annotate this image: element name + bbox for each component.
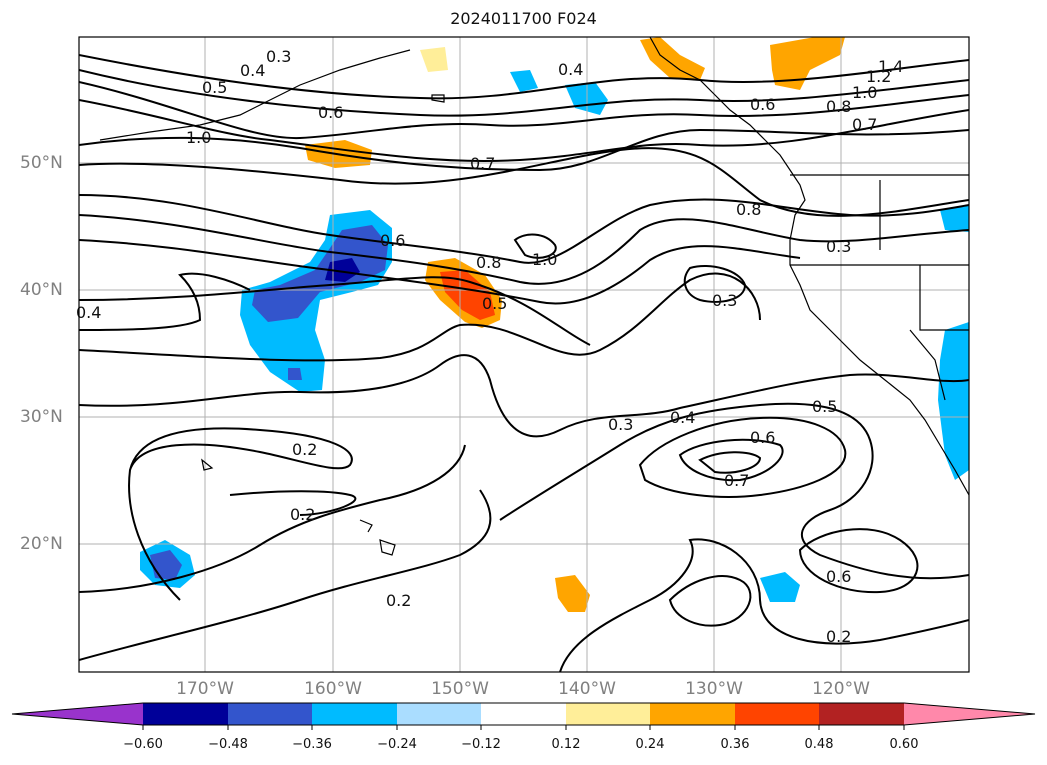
colorbar-tick-label: −0.48	[208, 737, 248, 752]
contour-label: 0.2	[826, 627, 851, 646]
contour-lines	[79, 54, 969, 672]
contour-label: 0.7	[470, 154, 495, 173]
contour-label: 0.6	[750, 428, 775, 447]
contour-label: 0.2	[292, 440, 317, 459]
contour-label: 0.6	[318, 103, 343, 122]
contour-label: 0.8	[826, 97, 851, 116]
map-frame	[78, 36, 970, 673]
contour-label: 1.4	[878, 57, 903, 76]
colorbar-tick-label: 0.12	[551, 737, 581, 752]
contour-label: 0.8	[476, 253, 501, 272]
contour-label: 0.3	[266, 47, 291, 66]
colorbar-bin	[397, 703, 481, 725]
contour-label: 1.0	[852, 83, 877, 102]
colorbar-under-extension	[12, 703, 143, 725]
colorbar	[11, 702, 1036, 730]
contour-label: 0.2	[290, 505, 315, 524]
lat-label-20n: 20°N	[20, 534, 63, 554]
colorbar-bin	[312, 703, 397, 725]
lon-label-120w: 120°W	[812, 679, 870, 699]
contour-label: 0.5	[202, 78, 227, 97]
contour-label: 0.8	[736, 200, 761, 219]
contour-label: 0.5	[482, 294, 507, 313]
contour-label: 1.0	[532, 250, 557, 269]
lat-label-50n: 50°N	[20, 153, 63, 173]
map-title: 2024011700 F024	[450, 9, 597, 28]
colorbar-bin	[819, 703, 904, 725]
contour-label: 0.4	[670, 408, 695, 427]
colorbar-over-extension	[904, 703, 1035, 725]
colorbar-tick-label: 0.36	[720, 737, 750, 752]
colorbar-tick-label: 0.24	[635, 737, 665, 752]
lat-label-40n: 40°N	[20, 280, 63, 300]
contour-label: 0.3	[608, 415, 633, 434]
contour-label: 0.3	[826, 237, 851, 256]
lon-label-140w: 140°W	[558, 679, 616, 699]
contour-label: 0.4	[558, 60, 583, 79]
contour-label: 0.3	[712, 291, 737, 310]
colorbar-tick-label: −0.36	[292, 737, 332, 752]
lon-label-130w: 130°W	[685, 679, 743, 699]
lon-label-160w: 160°W	[304, 679, 362, 699]
contour-label: 0.5	[812, 397, 837, 416]
colorbar-bin	[143, 703, 228, 725]
colorbar-bin	[566, 703, 650, 725]
contour-label: 0.6	[826, 567, 851, 586]
contour-label: 0.4	[240, 61, 265, 80]
colorbar-tick-label: −0.60	[123, 737, 163, 752]
contour-label: 0.6	[380, 231, 405, 250]
coastlines	[99, 37, 969, 556]
contour-label: 0.7	[852, 115, 877, 134]
colorbar-bin	[735, 703, 819, 725]
colorbar-tick-label: −0.12	[461, 737, 501, 752]
contour-label: 1.0	[186, 128, 211, 147]
colorbar-bin	[650, 703, 735, 725]
colorbar-bin	[228, 703, 312, 725]
colorbar-bin	[481, 703, 566, 725]
contour-label: 0.2	[386, 591, 411, 610]
contour-label: 0.7	[724, 471, 749, 490]
colorbar-tick-label: 0.60	[889, 737, 919, 752]
contour-label: 1.2	[866, 67, 891, 86]
lon-label-170w: 170°W	[176, 679, 234, 699]
lat-label-30n: 30°N	[20, 407, 63, 427]
contour-label: 0.4	[76, 303, 101, 322]
lon-label-150w: 150°W	[431, 679, 489, 699]
colorbar-tick-label: −0.24	[377, 737, 417, 752]
contour-label: 0.6	[750, 95, 775, 114]
contour-label-group: 0.3 0.4 0.5 0.6 1.0 0.7 0.4 0.6 0.8 1.0 …	[76, 47, 903, 646]
colorbar-tick-label: 0.48	[804, 737, 834, 752]
